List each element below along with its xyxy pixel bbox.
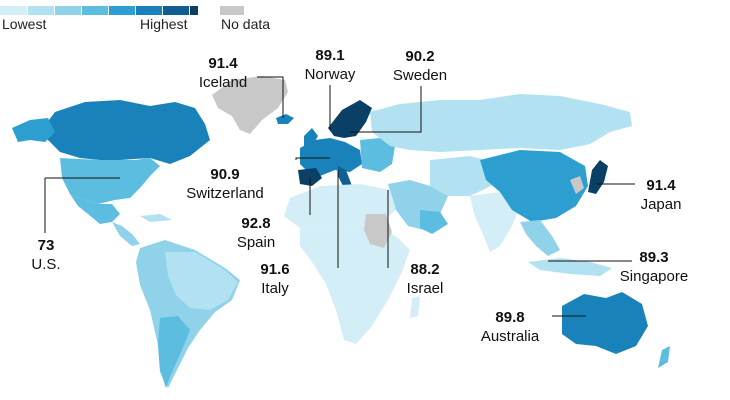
- region-australia: [562, 292, 648, 354]
- region-caribbean: [140, 214, 172, 222]
- callout-australia: 89.8 Australia: [474, 308, 546, 346]
- legend: Lowest Highest No data: [0, 0, 300, 34]
- region-eastern-europe: [360, 138, 395, 172]
- legend-lowest-label: Lowest: [2, 16, 47, 32]
- callout-value-norway: 89.1: [315, 47, 345, 64]
- region-scandinavia: [328, 100, 372, 138]
- legend-swatch-8: [190, 6, 198, 15]
- region-iceland: [276, 114, 294, 124]
- region-argentina: [158, 316, 190, 388]
- callout-label-switzerland: Switzerland: [186, 185, 264, 202]
- callout-label-singapore: Singapore: [619, 268, 689, 285]
- region-indonesia: [528, 258, 612, 276]
- callout-switzerland: 90.9 Switzerland: [180, 165, 270, 203]
- callout-singapore: 89.3 Singapore: [612, 248, 696, 286]
- region-china: [480, 150, 588, 222]
- leader-line-sweden: [350, 86, 422, 133]
- callout-norway: 89.1 Norway: [298, 46, 362, 84]
- region-central-america: [112, 222, 140, 246]
- region-japan: [588, 160, 608, 194]
- callout-value-us: 73: [37, 237, 55, 254]
- callout-value-israel: 88.2: [410, 261, 440, 278]
- region-madagascar: [410, 296, 420, 318]
- region-africa-south: [300, 224, 410, 344]
- callout-label-japan: Japan: [640, 196, 682, 213]
- legend-nodata-swatch: [220, 6, 244, 15]
- callout-sweden: 90.2 Sweden: [388, 47, 452, 85]
- region-india: [470, 192, 520, 252]
- callout-israel: 88.2 Israel: [398, 260, 452, 298]
- region-southeast-asia: [520, 220, 560, 256]
- callout-italy: 91.6 Italy: [250, 260, 300, 298]
- region-usa: [60, 158, 160, 204]
- legend-swatch-7: [163, 6, 189, 15]
- callout-label-israel: Israel: [406, 280, 444, 297]
- legend-swatch-5: [109, 6, 135, 15]
- callout-spain: 92.8 Spain: [226, 214, 286, 252]
- callout-label-australia: Australia: [480, 328, 540, 345]
- legend-swatch-2: [28, 6, 54, 15]
- callout-value-iceland: 91.4: [208, 55, 238, 72]
- region-canada: [40, 100, 210, 164]
- region-uk: [304, 128, 318, 146]
- region-italy: [338, 166, 352, 188]
- region-spain: [298, 168, 322, 186]
- region-western-europe: [300, 138, 362, 176]
- leader-line-iceland: [257, 76, 284, 118]
- legend-nodata-label: No data: [221, 16, 271, 32]
- callout-value-italy: 91.6: [260, 261, 290, 278]
- region-arabia-south: [420, 210, 448, 234]
- callout-value-switzerland: 90.9: [210, 166, 240, 183]
- region-alaska: [12, 118, 55, 142]
- callout-iceland: 91.4 Iceland: [192, 54, 254, 92]
- region-russia: [370, 94, 632, 152]
- callout-value-australia: 89.8: [495, 309, 525, 326]
- callout-label-sweden: Sweden: [392, 67, 448, 84]
- callout-us: 73 U.S.: [26, 236, 66, 274]
- callout-value-singapore: 89.3: [639, 249, 669, 266]
- region-new-zealand: [658, 346, 670, 368]
- legend-swatch-3: [55, 6, 81, 15]
- legend-swatch-4: [82, 6, 108, 15]
- legend-swatch-6: [136, 6, 162, 15]
- callout-value-sweden: 90.2: [405, 48, 435, 65]
- region-mexico: [70, 194, 120, 224]
- callout-japan: 91.4 Japan: [634, 176, 688, 214]
- callout-label-spain: Spain: [236, 234, 276, 251]
- region-sudan-nodata: [364, 214, 392, 248]
- leader-line-us: [44, 177, 120, 233]
- leader-line-switzerland: [295, 157, 330, 160]
- region-korea: [570, 176, 584, 194]
- callout-label-us: U.S.: [31, 256, 61, 273]
- callout-label-italy: Italy: [261, 280, 289, 297]
- legend-swatch-1: [0, 6, 27, 15]
- callout-value-spain: 92.8: [241, 215, 271, 232]
- callout-label-norway: Norway: [304, 66, 356, 83]
- region-brazil: [165, 252, 238, 310]
- callout-value-japan: 91.4: [646, 177, 676, 194]
- legend-highest-label: Highest: [140, 16, 188, 32]
- region-greenland: [212, 76, 288, 134]
- callout-label-iceland: Iceland: [198, 74, 248, 91]
